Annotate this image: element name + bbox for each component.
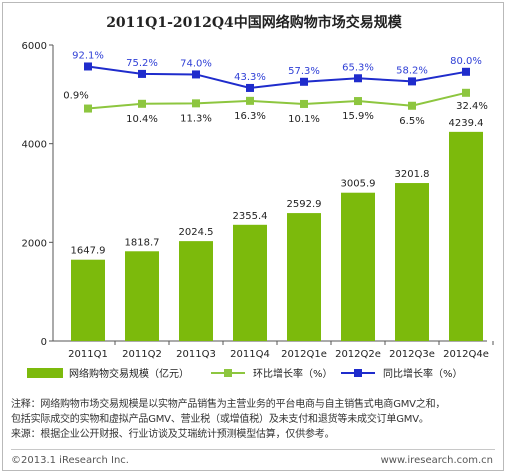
footnote-scope: 包括实际成交的实物和虚拟产品GMV、营业税（或增值税）及未支付和退货等未成交订单…	[11, 414, 429, 425]
qoq-point	[300, 99, 308, 108]
legend-swatch-bar	[27, 368, 63, 378]
bar	[341, 192, 375, 341]
qoq-point	[354, 97, 362, 106]
legend-label-bar: 网络购物交易规模（亿元）	[69, 367, 189, 380]
footnote-definition: 注释：网络购物市场交易规模是以实物产品销售为主营业务的平台电商与自主销售式电商G…	[11, 399, 446, 410]
qoq-line	[87, 91, 467, 110]
qoq-value-label: 6.5%	[399, 116, 424, 127]
qoq-point	[408, 101, 416, 110]
bar-value-label: 1818.7	[125, 237, 160, 248]
legend-marker-qoq	[224, 369, 232, 377]
qoq-value-label: 0.9%	[63, 91, 88, 102]
x-tick-label: 2012Q1e	[281, 349, 327, 360]
x-tick-label: 2012Q3e	[389, 349, 435, 360]
chart-frame: 2011Q1-2012Q4中国网络购物市场交易规模 0 2000 4000 6000 2…	[2, 2, 504, 471]
qoq-value-label: 11.3%	[180, 113, 212, 124]
bar-value-label: 4239.4	[449, 118, 484, 129]
yoy-point	[462, 67, 470, 76]
yoy-point	[408, 77, 416, 86]
yoy-point	[354, 74, 362, 83]
qoq-point	[138, 99, 146, 108]
yoy-point	[246, 83, 254, 92]
bar	[125, 251, 159, 341]
footnote-source: 来源：根据企业公开财报、行业访谈及艾瑞统计预测模型估算，仅供参考。	[11, 429, 335, 440]
legend-label-yoy: 同比增长率（%）	[383, 367, 463, 380]
chart-title: 2011Q1-2012Q4中国网络购物市场交易规模	[106, 14, 403, 31]
yoy-point	[84, 62, 92, 71]
x-tick-label: 2011Q1	[68, 349, 108, 360]
qoq-point	[84, 104, 92, 113]
bar-value-label: 2592.9	[287, 199, 322, 210]
qoq-point	[192, 99, 200, 108]
legend-marker-yoy	[354, 369, 362, 377]
x-tick-label: 2011Q2	[122, 349, 162, 360]
yoy-value-label: 92.1%	[72, 50, 104, 61]
yoy-point	[138, 69, 146, 78]
y-tick-label: 6000	[22, 41, 47, 52]
yoy-line	[87, 65, 467, 89]
bar	[449, 131, 483, 341]
qoq-point	[462, 88, 470, 97]
yoy-value-label: 43.3%	[234, 72, 266, 83]
qoq-value-label: 32.4%	[456, 101, 488, 112]
footer-divider	[11, 449, 495, 450]
bar-value-label: 3201.8	[395, 169, 430, 180]
bar	[179, 241, 213, 341]
qoq-point	[246, 96, 254, 105]
yoy-value-label: 74.0%	[180, 58, 212, 69]
bar	[71, 259, 105, 341]
bar	[395, 183, 429, 341]
yoy-value-label: 80.0%	[450, 56, 482, 67]
qoq-value-label: 16.3%	[234, 111, 266, 122]
y-tick-label: 0	[41, 337, 47, 348]
bar-value-label: 2355.4	[233, 211, 268, 222]
bar-value-label: 3005.9	[341, 179, 376, 190]
x-tick-label: 2012Q2e	[335, 349, 381, 360]
yoy-value-label: 57.3%	[288, 66, 320, 77]
x-tick-label: 2011Q4	[230, 349, 270, 360]
qoq-value-label: 10.1%	[288, 114, 320, 125]
qoq-value-label: 10.4%	[126, 114, 158, 125]
yoy-value-label: 75.2%	[126, 58, 158, 69]
y-tick-label: 2000	[22, 238, 47, 249]
bar	[233, 224, 267, 341]
market-scale-chart: 2011Q1-2012Q4中国网络购物市场交易规模 0 2000 4000 6000 2…	[22, 14, 494, 380]
copyright-text: ©2013.1 iResearch Inc.	[11, 455, 129, 466]
bar-value-label: 1647.9	[71, 246, 106, 257]
yoy-value-label: 65.3%	[342, 62, 374, 73]
website-text: www.iresearch.com.cn	[380, 455, 493, 466]
legend-label-qoq: 环比增长率（%）	[253, 367, 333, 380]
x-tick-label: 2012Q4e	[443, 349, 489, 360]
yoy-point	[192, 70, 200, 79]
bar-value-label: 2024.5	[179, 227, 214, 238]
x-tick-label: 2011Q3	[176, 349, 216, 360]
yoy-value-label: 58.2%	[396, 65, 428, 76]
y-tick-label: 4000	[22, 140, 47, 151]
yoy-point	[300, 77, 308, 86]
bar	[287, 213, 321, 341]
qoq-value-label: 15.9%	[342, 111, 374, 122]
